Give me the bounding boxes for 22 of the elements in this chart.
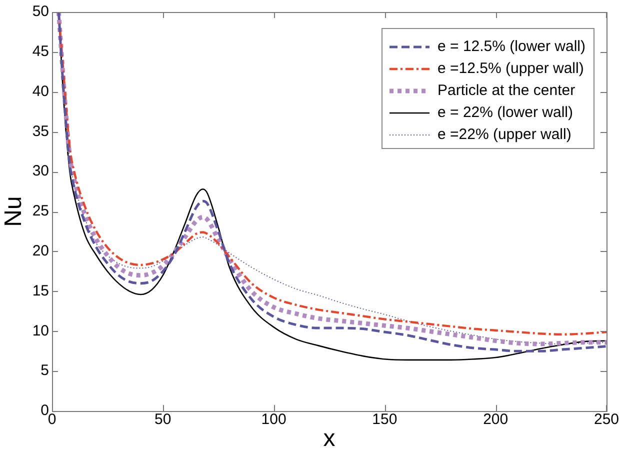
y-tick-label: 45 <box>32 43 49 60</box>
x-tick-label: 50 <box>154 411 172 428</box>
x-tick-label: 200 <box>483 411 508 428</box>
legend-label: e =12.5% (upper wall) <box>438 60 584 78</box>
x-axis-title: x <box>323 425 336 452</box>
y-axis-title: Nu <box>0 196 28 227</box>
x-tick-label: 100 <box>261 411 286 428</box>
legend-label: Particle at the center <box>438 82 576 100</box>
x-tick-label: 150 <box>372 411 398 428</box>
y-tick-label: 35 <box>32 122 49 140</box>
legend-label: e = 22% (lower wall) <box>438 104 573 122</box>
x-tick-label: 250 <box>594 411 619 428</box>
legend-label: e = 12.5% (lower wall) <box>438 38 586 56</box>
y-tick-label: 10 <box>32 322 49 340</box>
y-tick-label: 50 <box>32 3 49 20</box>
y-tick-label: 5 <box>40 362 49 380</box>
y-tick-label: 25 <box>32 202 49 220</box>
y-tick-label: 40 <box>32 82 49 100</box>
y-tick-label: 15 <box>32 282 49 300</box>
y-tick-label: 30 <box>32 162 49 180</box>
legend-label: e =22% (upper wall) <box>438 126 572 144</box>
y-tick-label: 20 <box>32 242 49 260</box>
